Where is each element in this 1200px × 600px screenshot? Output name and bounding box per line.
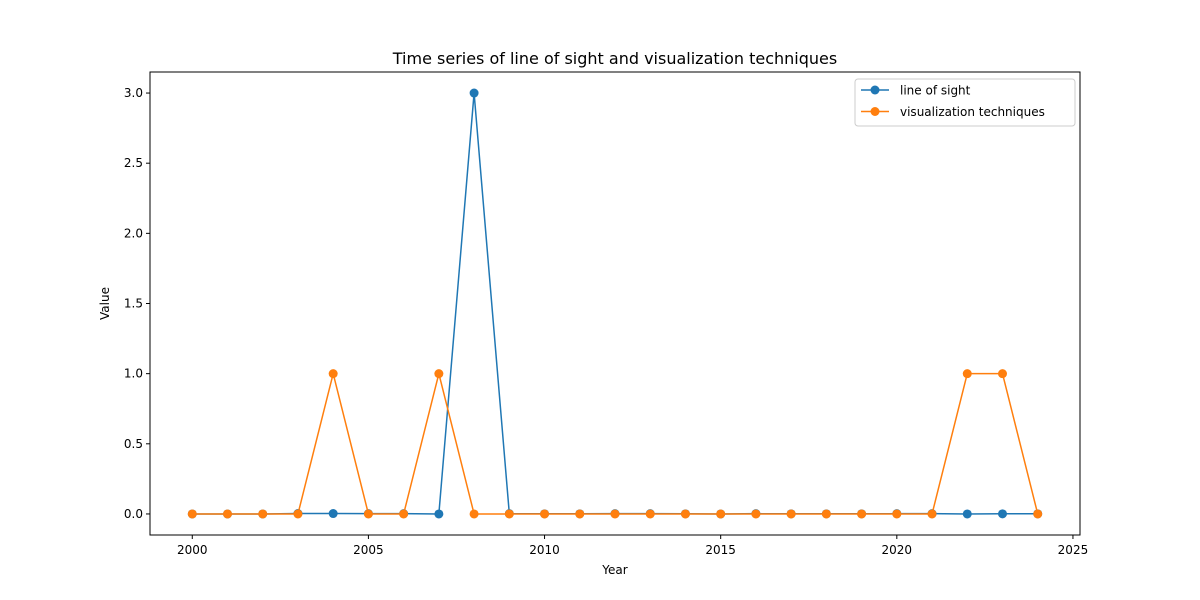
- x-axis-label: Year: [601, 563, 627, 577]
- series-visualization-techniques-point: [575, 509, 585, 519]
- series-visualization-techniques-point: [293, 509, 303, 519]
- legend-visualization-techniques-marker: [870, 107, 880, 116]
- legend-line-of-sight-marker: [870, 85, 880, 95]
- y-axis-label: Value: [98, 287, 112, 320]
- series-visualization-techniques-point: [857, 509, 867, 519]
- series-visualization-techniques-point: [786, 509, 796, 519]
- x-tick-label: 2010: [529, 543, 560, 557]
- series-visualization-techniques-point: [434, 369, 444, 379]
- x-tick-label: 2005: [353, 543, 384, 557]
- series-line-of-sight-point: [998, 509, 1007, 519]
- series-line-of-sight-point: [434, 509, 444, 519]
- legend-box: [854, 78, 1076, 127]
- legend: line of sight visualization techniques: [854, 78, 1076, 127]
- x-tick-label: 2020: [882, 543, 913, 557]
- series-line-of-sight-point: [328, 509, 338, 519]
- y-tick-label: 0.0: [124, 507, 143, 521]
- series-line-of-sight-point: [962, 509, 972, 519]
- x-axis: 2000 2005 2010 2015 2020 2025: [177, 535, 1088, 557]
- series-visualization-techniques-point: [258, 509, 268, 519]
- y-tick-label: 0.5: [124, 437, 143, 451]
- y-axis: 0.0 0.5 1.0 1.5 2.0 2.5 3.0: [124, 86, 150, 521]
- y-tick-label: 1.0: [124, 367, 143, 381]
- series-visualization-techniques-point: [821, 509, 831, 519]
- series-visualization-techniques-point: [751, 509, 761, 519]
- y-tick-label: 3.0: [124, 86, 143, 100]
- series-visualization-techniques-point: [1033, 509, 1043, 519]
- series-visualization-techniques-point: [892, 509, 902, 519]
- y-tick-label: 2.0: [124, 226, 143, 240]
- series-visualization-techniques-point: [469, 509, 479, 519]
- series-visualization-techniques-point: [328, 369, 338, 379]
- series-visualization-techniques-point: [504, 509, 514, 519]
- series-visualization-techniques-point: [927, 509, 937, 519]
- series-visualization-techniques-point: [610, 509, 620, 519]
- series-visualization-techniques-point: [998, 369, 1007, 379]
- y-tick-label: 2.5: [124, 156, 143, 170]
- series-visualization-techniques-point: [363, 509, 373, 519]
- legend-visualization-techniques-label: visualization techniques: [900, 105, 1045, 119]
- x-tick-label: 2025: [1058, 543, 1089, 557]
- series-visualization-techniques-point: [680, 509, 690, 519]
- series-visualization-techniques-point: [645, 509, 655, 519]
- x-tick-label: 2015: [705, 543, 736, 557]
- x-tick-label: 2000: [177, 543, 208, 557]
- chart-title: Time series of line of sight and visuali…: [392, 49, 837, 68]
- series-visualization-techniques-point: [223, 509, 232, 519]
- series-visualization-techniques-point: [540, 509, 550, 519]
- series-visualization-techniques-point: [716, 509, 726, 519]
- series-visualization-techniques-point: [187, 509, 197, 519]
- series-visualization-techniques-point: [962, 369, 972, 379]
- series-line-of-sight-point: [469, 88, 479, 98]
- series-layer: [187, 88, 1043, 519]
- legend-line-of-sight-label: line of sight: [900, 84, 971, 98]
- series-visualization-techniques-point: [399, 509, 409, 519]
- y-tick-label: 1.5: [124, 297, 143, 311]
